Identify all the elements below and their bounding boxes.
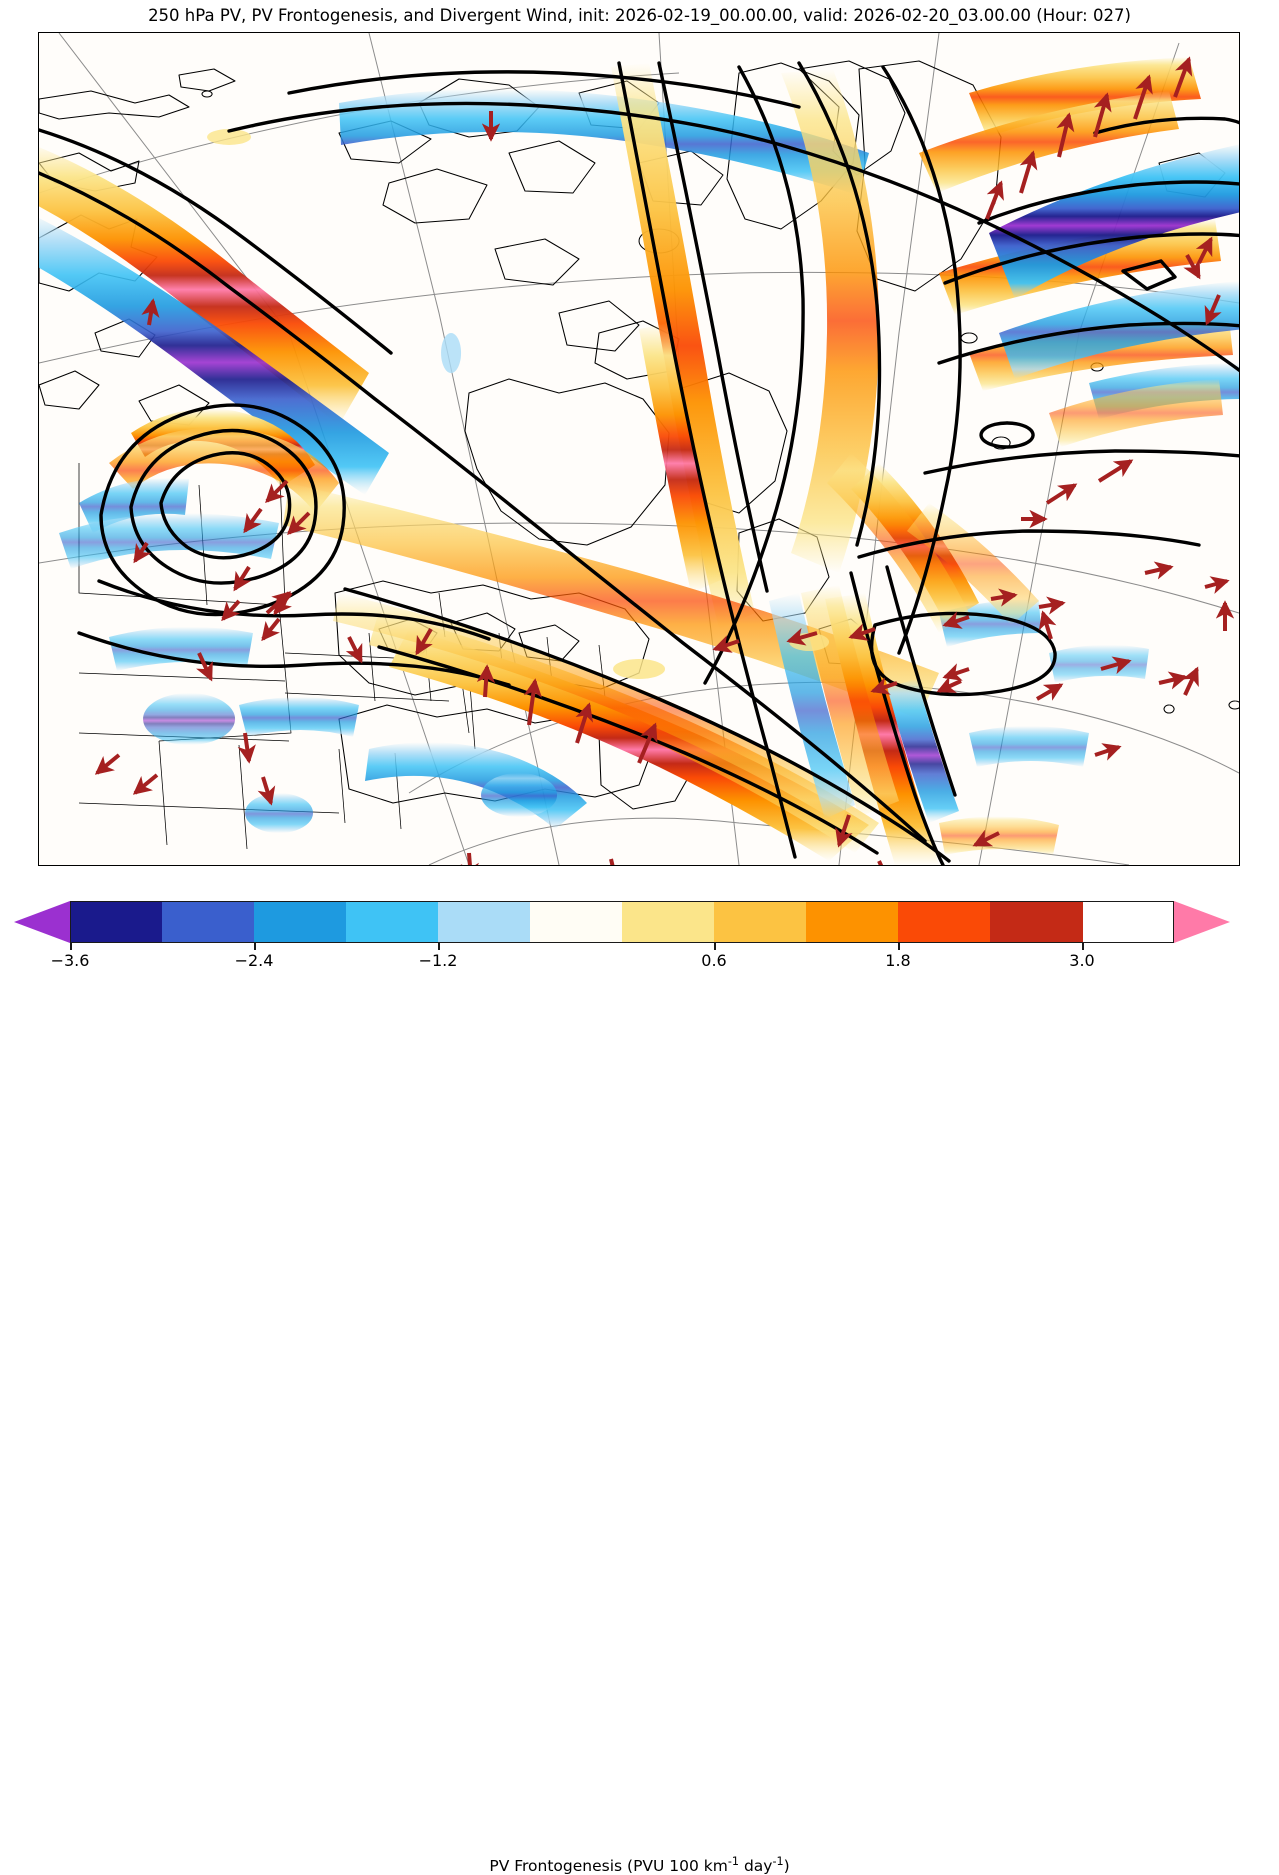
colorbar-label-main: PV Frontogenesis (PVU 100 km xyxy=(489,1857,728,1875)
colorbar-tick xyxy=(898,943,900,950)
map-canvas xyxy=(39,33,1239,865)
colorbar-label-exp2: -1 xyxy=(772,1855,784,1868)
colorbar-tick xyxy=(714,943,716,950)
colorbar-tick xyxy=(1082,943,1084,950)
colorbar-over-extension xyxy=(1174,901,1230,943)
colorbar-label: PV Frontogenesis (PVU 100 km-1 day-1) xyxy=(0,1855,1279,1875)
colorbar-tick-label: −2.4 xyxy=(234,951,274,970)
colorbar-under-extension xyxy=(14,901,70,943)
divergent-wind-group xyxy=(94,56,1235,865)
colorbar-tick-label: 3.0 xyxy=(1069,951,1095,970)
colorbar-gradient xyxy=(70,901,1174,943)
colorbar: −3.6 −2.4 −1.2 0.6 1.8 3.0 PV Frontogenesis (… xyxy=(0,893,1279,1875)
colorbar-segment xyxy=(254,901,347,943)
colorbar-segment xyxy=(162,901,255,943)
colorbar-tick xyxy=(70,943,72,950)
colorbar-label-mid: day xyxy=(739,1857,773,1875)
colorbar-segment xyxy=(622,901,715,943)
colorbar-tick xyxy=(438,943,440,950)
map-panel[interactable] xyxy=(38,32,1240,866)
colorbar-segment xyxy=(714,901,807,943)
colorbar-segment xyxy=(438,901,531,943)
figure-title: 250 hPa PV, PV Frontogenesis, and Diverg… xyxy=(148,6,1131,25)
colorbar-segment xyxy=(70,901,163,943)
colorbar-tick xyxy=(254,943,256,950)
colorbar-segment xyxy=(990,901,1083,943)
figure-root: 250 hPa PV, PV Frontogenesis, and Diverg… xyxy=(0,6,1279,1875)
colorbar-segment xyxy=(806,901,899,943)
colorbar-label-end: ) xyxy=(783,1857,790,1875)
colorbar-segment xyxy=(898,901,991,943)
colorbar-tick-label: 1.8 xyxy=(885,951,911,970)
colorbar-tick-label: −3.6 xyxy=(50,951,90,970)
colorbar-segment xyxy=(530,901,623,943)
colorbar-tick-label: 0.6 xyxy=(701,951,727,970)
colorbar-segment xyxy=(346,901,439,943)
colorbar-label-exp1: -1 xyxy=(727,1855,740,1868)
colorbar-tick-label: −1.2 xyxy=(418,951,458,970)
